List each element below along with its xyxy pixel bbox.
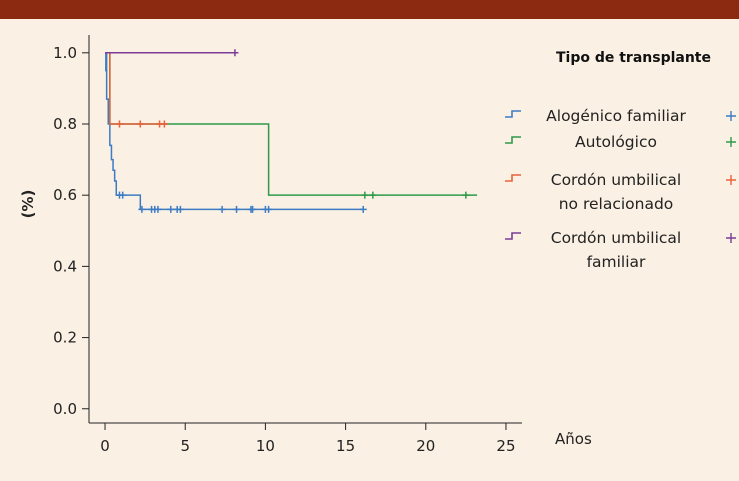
y-tick-label: 1.0 [53, 44, 77, 62]
legend-entry-3: Cordón umbilical no relacionado [505, 171, 736, 213]
legend-entry-1: Alogénico familiar [505, 107, 736, 125]
series-1 [105, 52, 367, 213]
series-3 [105, 52, 168, 128]
legend-symbol [505, 174, 521, 182]
x-tick-label: 10 [256, 437, 275, 455]
legend-label-line: Autológico [575, 133, 657, 151]
legend-label-line: Cordón umbilical [551, 229, 682, 247]
legend-label: Autológico [575, 133, 657, 151]
legend-label: Alogénico familiar [546, 107, 686, 125]
x-tick-label: 25 [496, 437, 515, 455]
censor-mark [369, 191, 377, 199]
y-tick-label: 0.8 [53, 115, 77, 133]
censor-mark [119, 191, 127, 199]
legend-symbol [505, 136, 521, 144]
legend-label: Cordón umbilical familiar [551, 229, 682, 271]
y-axis-title: (%) [19, 190, 37, 219]
censor-mark [160, 120, 168, 128]
legend-label-line: familiar [587, 253, 646, 271]
censor-mark [361, 191, 369, 199]
censor-mark [359, 205, 367, 213]
censor-mark [218, 205, 226, 213]
legend-label: Cordón umbilical no relacionado [551, 171, 682, 213]
legend-symbol [505, 110, 521, 118]
legend-label-line: Cordón umbilical [551, 171, 682, 189]
x-tick-label: 0 [100, 437, 110, 455]
x-tick-label: 5 [180, 437, 190, 455]
censor-mark [231, 49, 239, 57]
censor-mark [176, 205, 184, 213]
censor-mark [462, 191, 470, 199]
legend-entry-2: Autológico [505, 133, 736, 151]
legend-censor-mark [726, 137, 736, 147]
x-tick-label: 20 [416, 437, 435, 455]
censor-mark [167, 205, 175, 213]
legend-label-line: Alogénico familiar [546, 107, 686, 125]
x-tick-label: 15 [336, 437, 355, 455]
header-bar [0, 0, 739, 19]
series-4 [105, 49, 239, 57]
y-tick-label: 0.4 [53, 257, 77, 275]
series-2 [105, 52, 478, 199]
legend-label-line: no relacionado [559, 195, 674, 213]
censor-mark [136, 120, 144, 128]
censor-mark [154, 205, 162, 213]
censor-mark [115, 120, 123, 128]
series-layer [105, 49, 478, 213]
legend-censor-mark [726, 233, 736, 243]
censor-mark [233, 205, 241, 213]
legend-censor-mark [726, 175, 736, 185]
legend-entry-4: Cordón umbilical familiar [505, 229, 736, 271]
y-tick-label: 0.6 [53, 186, 77, 204]
legend-censor-mark [726, 111, 736, 121]
axes: 0.0 0.2 0.4 0.6 0.8 1.0 0 5 10 15 20 25 [53, 35, 522, 455]
censor-mark [265, 205, 273, 213]
legend-symbol [505, 232, 521, 240]
censor-mark [249, 205, 257, 213]
censor-mark [138, 205, 146, 213]
series-line [105, 52, 364, 211]
legend-title: Tipo de transplante [556, 50, 711, 66]
legend: Alogénico familiar Autológico Cordón umbil… [505, 107, 736, 271]
y-tick-label: 0.2 [53, 329, 77, 347]
y-tick-label: 0.0 [53, 400, 77, 418]
x-axis-title: Años [555, 430, 592, 448]
series-line [105, 52, 168, 125]
